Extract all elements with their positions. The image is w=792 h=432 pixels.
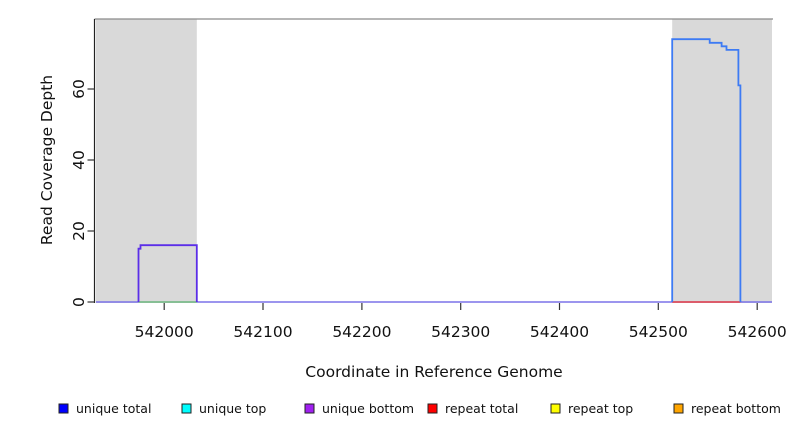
x-tick-label: 542000: [135, 323, 194, 341]
legend: unique total unique top unique bottom repea…: [58, 401, 781, 416]
legend-label: repeat total: [445, 401, 518, 416]
x-tick-label: 542500: [629, 323, 688, 341]
legend-swatch-repeat-bottom: [673, 403, 684, 414]
axes: 542000 542100 542200 542300 542400 542500 5426…: [70, 79, 787, 341]
x-tick-label: 542100: [233, 323, 292, 341]
plot-frame: [93, 18, 773, 303]
series-unique-total-right-peak: [671, 38, 742, 302]
legend-swatch-repeat-total: [427, 403, 438, 414]
legend-label: repeat bottom: [691, 401, 781, 416]
y-tick-label: 40: [70, 150, 88, 170]
legend-swatch-unique-top: [181, 403, 192, 414]
legend-label: unique bottom: [322, 401, 414, 416]
legend-swatch-unique-bottom: [304, 403, 315, 414]
y-tick-label: 0: [70, 297, 88, 307]
legend-swatch-repeat-top: [550, 403, 561, 414]
legend-label: unique top: [199, 401, 266, 416]
x-tick-label: 542300: [431, 323, 490, 341]
series-unique-coverage-left-peak: [137, 244, 198, 302]
x-axis-label: Coordinate in Reference Genome: [305, 363, 562, 381]
legend-label: repeat top: [568, 401, 633, 416]
x-tick-label: 542400: [530, 323, 589, 341]
x-tick-label: 542200: [332, 323, 391, 341]
repeat-region-right: [672, 19, 772, 303]
data-series: [96, 38, 772, 303]
highlight-regions: [96, 19, 772, 303]
x-tick-label: 542600: [728, 323, 787, 341]
legend-label: unique total: [76, 401, 151, 416]
y-tick-label: 60: [70, 79, 88, 99]
y-tick-label: 20: [70, 221, 88, 241]
repeat-region-left: [96, 19, 197, 303]
y-axis-label: Read Coverage Depth: [38, 75, 56, 245]
legend-swatch-unique-total: [58, 403, 69, 414]
